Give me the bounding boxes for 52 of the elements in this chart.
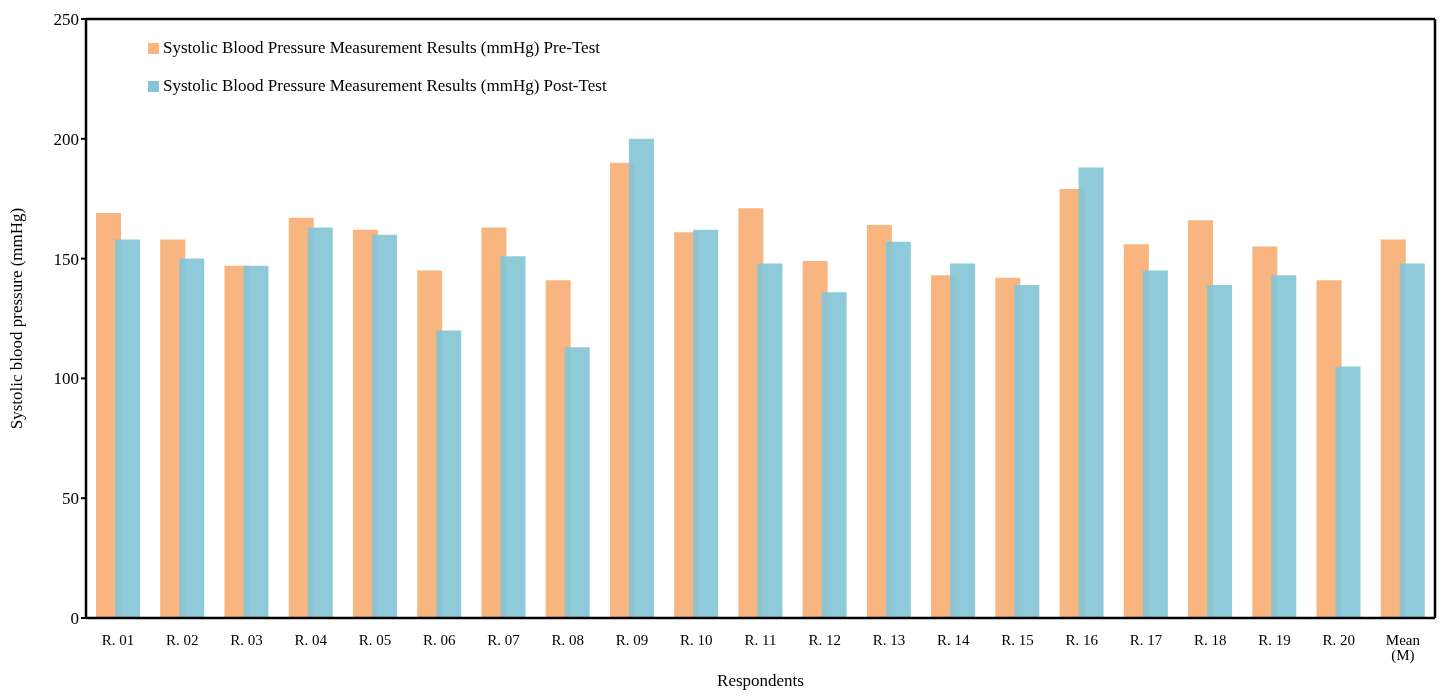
bar — [950, 263, 976, 618]
y-tick-label: 0 — [70, 609, 79, 629]
y-tick-label: 150 — [53, 249, 79, 269]
x-tick-label: R. 12 — [808, 631, 841, 648]
y-axis-title: Systolic blood pressure (mmHg) — [7, 207, 27, 430]
x-tick-label: R. 15 — [1001, 631, 1034, 648]
bar — [564, 347, 590, 618]
bar — [693, 229, 719, 618]
x-tick-label: R. 06 — [423, 631, 457, 648]
x-tick-label: R. 18 — [1193, 631, 1227, 648]
x-tick-label: R. 07 — [487, 631, 521, 648]
y-tick-label: 100 — [53, 369, 79, 389]
bar — [885, 241, 911, 618]
y-tick-label: 200 — [53, 129, 79, 149]
bar — [1271, 275, 1297, 618]
x-tick-label: R. 19 — [1258, 631, 1291, 648]
bar — [757, 263, 783, 618]
x-tick-label: R. 01 — [101, 631, 135, 648]
bar — [243, 265, 269, 618]
y-tick-label: 50 — [62, 489, 79, 509]
x-tick-label: R. 04 — [294, 631, 328, 648]
x-tick-label: R. 10 — [680, 631, 713, 648]
x-tick-label: R. 17 — [1129, 631, 1163, 648]
legend-label: Systolic Blood Pressure Measurement Results (mmHg) Post-Test — [163, 76, 607, 96]
bar — [1207, 284, 1233, 618]
x-tick-label: R. 20 — [1322, 631, 1355, 648]
bar — [115, 239, 140, 618]
bar — [307, 227, 333, 618]
bar — [179, 258, 205, 618]
bar — [628, 138, 654, 618]
bar — [1078, 167, 1104, 618]
bar — [371, 234, 397, 618]
bar — [1335, 366, 1361, 618]
x-tick-label: R. 05 — [358, 631, 392, 648]
bar — [821, 292, 847, 618]
x-axis-title: Respondents — [717, 671, 804, 690]
legend-label: Systolic Blood Pressure Measurement Results (mmHg) Pre-Test — [163, 38, 600, 58]
x-tick-label: R. 03 — [230, 631, 263, 648]
bar — [1014, 284, 1040, 618]
bar — [1399, 263, 1425, 618]
x-tick-label: R. 14 — [936, 631, 970, 648]
x-tick-label: R. 09 — [615, 631, 649, 648]
bar — [500, 256, 526, 618]
y-tick-label: 250 — [53, 10, 79, 30]
x-tick-label: R. 11 — [744, 631, 777, 648]
x-tick-label: R. 08 — [551, 631, 585, 648]
bar — [436, 330, 462, 618]
x-tick-label: R. 02 — [166, 631, 199, 648]
x-tick-label: R. 16 — [1065, 631, 1099, 648]
bar — [1142, 270, 1168, 618]
x-tick-label: R. 13 — [872, 631, 906, 648]
x-tick-label: Mean (M) — [1385, 631, 1421, 664]
